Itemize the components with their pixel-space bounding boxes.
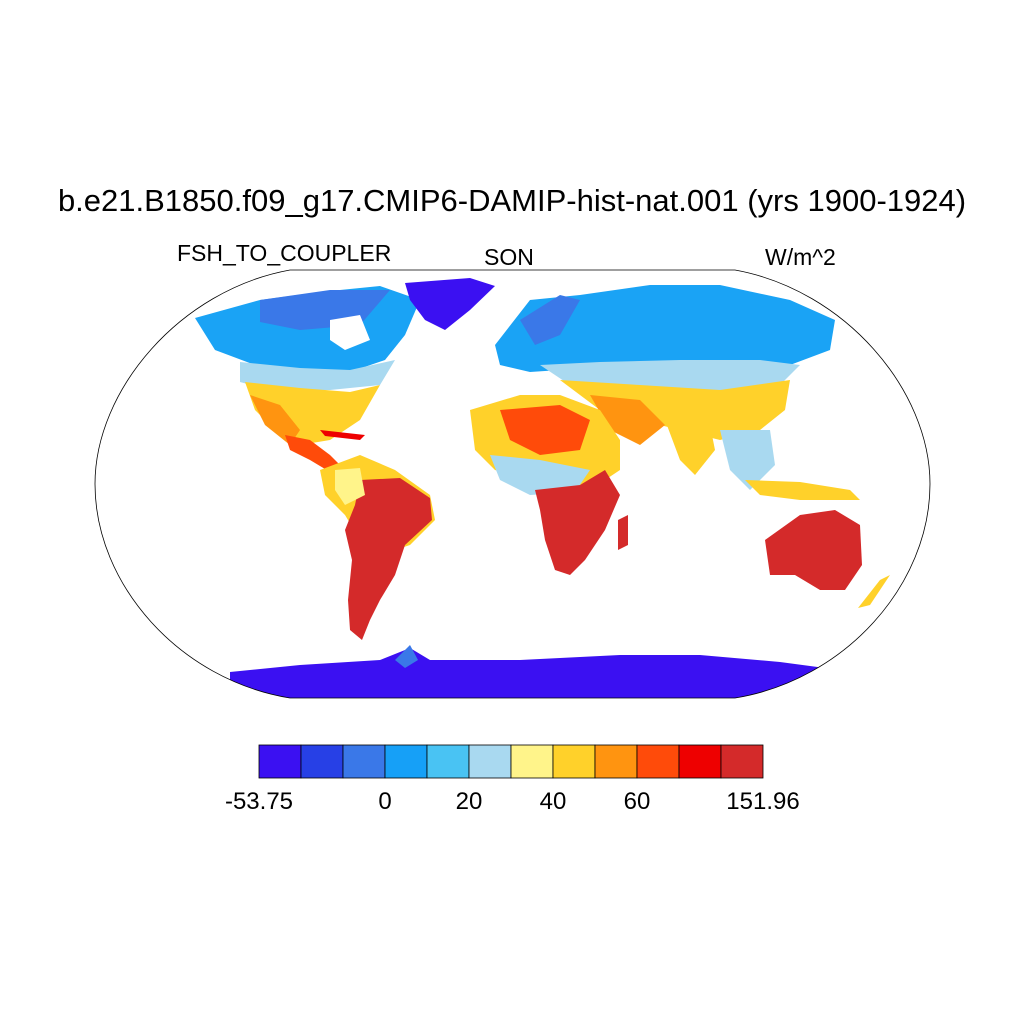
map-frame: [94, 269, 931, 699]
colorbar-swatch-3: [384, 744, 428, 779]
colorbar-label: -53.75: [224, 788, 294, 815]
africa-mild-band: [490, 455, 590, 495]
madagascar: [618, 515, 628, 550]
southeast-asia: [720, 430, 775, 490]
colorbar-label: 60: [623, 788, 651, 815]
colorbar-swatch-10: [678, 744, 722, 779]
colorbar-swatch-5: [468, 744, 512, 779]
greenland: [405, 278, 495, 330]
middle-east: [590, 395, 665, 445]
hudson-bay: [330, 315, 370, 350]
colorbar-label: 40: [539, 788, 567, 815]
land-fields: [195, 278, 890, 698]
colorbar-label: 151.96: [726, 788, 800, 815]
colorbar-swatch-11: [720, 744, 764, 779]
colorbar-swatch-9: [636, 744, 680, 779]
eurasia-warm: [560, 380, 790, 440]
africa-hot-north: [500, 405, 590, 455]
colorbar-swatch-2: [342, 744, 386, 779]
north-america-mild: [240, 360, 395, 390]
colorbar-swatch-1: [300, 744, 344, 779]
colorbar-label: 20: [455, 788, 483, 815]
map-title: b.e21.B1850.f09_g17.CMIP6-DAMIP-hist-nat…: [57, 183, 967, 218]
north-america-hot: [250, 395, 300, 445]
colorbar-swatch-4: [426, 744, 470, 779]
caribbean: [320, 430, 365, 440]
africa-south: [535, 470, 620, 575]
eurasia-cold: [495, 285, 835, 372]
colorbar: [258, 744, 764, 779]
variable-label: FSH_TO_COUPLER: [177, 240, 392, 266]
antarctic-peninsula: [395, 645, 418, 668]
units-label: W/m^2: [765, 244, 836, 270]
australia: [765, 510, 862, 590]
south-america-pale: [335, 468, 365, 505]
indonesia: [745, 480, 860, 500]
colorbar-swatch-0: [258, 744, 302, 779]
antarctica: [230, 648, 870, 698]
central-america: [285, 435, 345, 472]
colorbar-swatch-7: [552, 744, 596, 779]
colorbar-label: 0: [378, 788, 392, 815]
colorbar-swatch-6: [510, 744, 554, 779]
season-label: SON: [484, 244, 534, 270]
india: [665, 420, 715, 475]
south-america-hot: [345, 478, 432, 640]
colorbar-swatch-8: [594, 744, 638, 779]
scandinavia: [520, 295, 580, 345]
new-zealand: [858, 575, 890, 608]
